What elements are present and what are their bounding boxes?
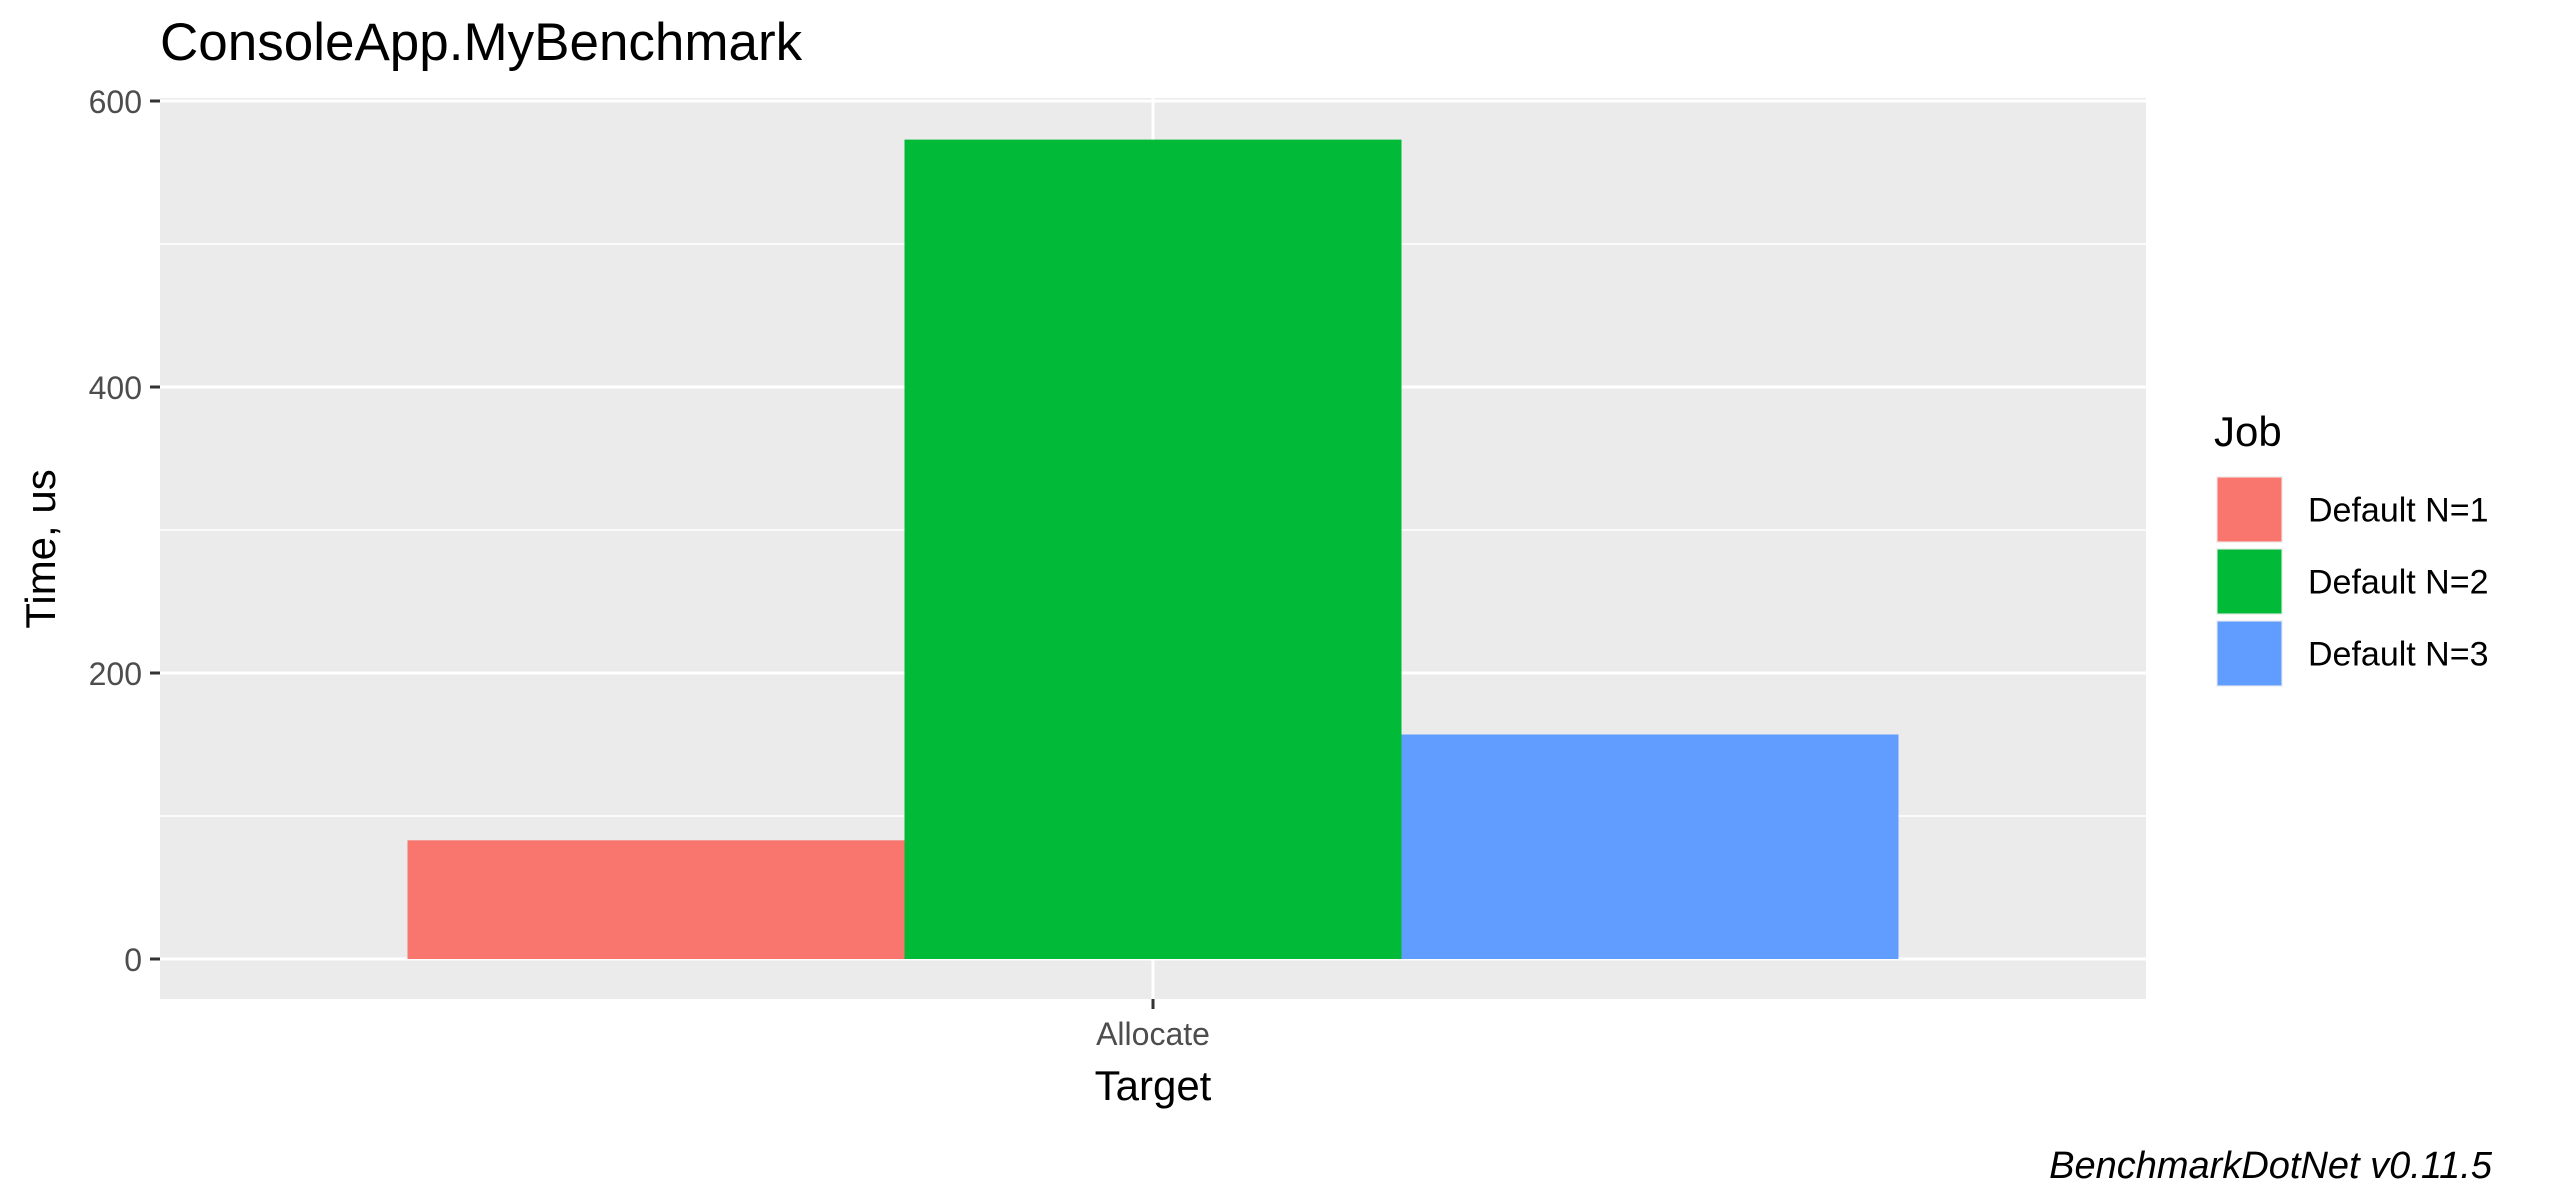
y-axis: 0 200 400 600 [89,84,160,978]
bar-default-n-3 [1401,734,1899,959]
x-axis-label: Target [1095,1062,1212,1109]
legend-title: Job [2214,408,2282,455]
legend-label: Default N=3 [2308,636,2489,674]
legend-swatch [2217,549,2282,614]
y-tick-label: 0 [124,942,142,978]
chart-caption: BenchmarkDotNet v0.11.5 [2049,1145,2493,1187]
bar-default-n-1 [407,840,905,959]
y-axis-label: Time, us [17,469,64,628]
legend-label: Default N=2 [2308,564,2489,602]
chart-title: ConsoleApp.MyBenchmark [160,13,803,72]
y-tick-label: 600 [89,84,142,120]
legend: Job Default N=1 Default N=2 Default N=3 [2214,408,2489,687]
x-axis: Allocate [1096,999,1210,1052]
x-tick-label: Allocate [1096,1016,1210,1052]
y-tick-label: 400 [89,370,142,406]
y-tick-label: 200 [89,656,142,692]
legend-swatch [2217,477,2282,542]
legend-label: Default N=1 [2308,492,2489,530]
bar-default-n-2 [904,139,1402,960]
legend-swatch [2217,621,2282,686]
bars [407,139,1899,960]
